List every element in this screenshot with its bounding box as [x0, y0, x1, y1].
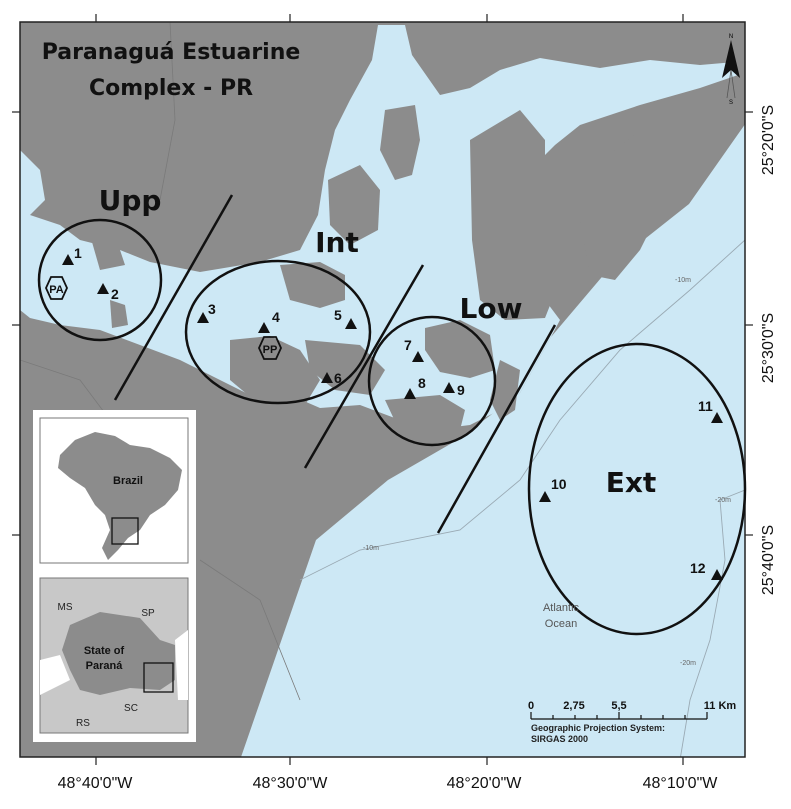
site-label: 6	[334, 370, 342, 386]
svg-text:2,75: 2,75	[563, 700, 584, 712]
x-axis-label: 48°10'0"W	[643, 775, 719, 792]
site-label: 8	[418, 375, 426, 391]
island	[90, 235, 125, 270]
svg-text:0: 0	[528, 700, 534, 712]
brazil-shape	[58, 432, 182, 560]
island	[328, 165, 380, 245]
site-marker-icon	[345, 318, 357, 329]
svg-text:SC: SC	[124, 703, 138, 714]
svg-text:State of: State of	[84, 645, 125, 657]
site-marker-icon	[443, 382, 455, 393]
site-marker-icon	[321, 372, 333, 383]
zone-low-circle	[367, 315, 497, 447]
depth-label: -10m	[675, 277, 691, 284]
parana-shape	[62, 612, 175, 695]
site-label: 10	[551, 476, 567, 492]
y-axis-label: 25°20'0"S	[760, 105, 777, 175]
zone-divider	[436, 324, 557, 534]
island	[110, 300, 128, 328]
zone-label-low: Low	[460, 292, 523, 325]
north-arrow-icon: N S	[722, 34, 740, 106]
zone-divider	[113, 194, 234, 401]
hexagon-icon	[258, 336, 282, 360]
svg-text:11 Km: 11 Km	[704, 700, 737, 712]
svg-text:N: N	[729, 34, 733, 40]
island	[470, 110, 560, 320]
zone-upp-circle	[37, 218, 163, 342]
depth-label: -10m	[363, 545, 379, 552]
island	[385, 395, 465, 432]
svg-text:Geographic Projection System:: Geographic Projection System:	[531, 723, 665, 733]
svg-text:SP: SP	[141, 608, 155, 619]
site-label: 4	[272, 309, 280, 325]
zone-divider	[303, 264, 425, 469]
scale-bar: 0 2,75 5,5 11 Km Geographic Projection S…	[528, 700, 736, 744]
y-axis-label: 25°40'0"S	[760, 525, 777, 595]
ocean-label: Atlantic	[543, 602, 580, 614]
map-title: Paranaguá Estuarine	[42, 40, 301, 65]
hexagon-icon	[45, 276, 68, 300]
svg-text:SIRGAS 2000: SIRGAS 2000	[531, 734, 588, 744]
island	[380, 105, 420, 180]
city-label-pa: PA	[49, 284, 64, 296]
zone-label-ext: Ext	[606, 466, 657, 499]
site-marker-icon	[197, 312, 209, 323]
svg-text:MS: MS	[58, 602, 73, 613]
site-label: 2	[111, 286, 119, 302]
site-marker-icon	[404, 388, 416, 399]
y-axis-label: 25°30'0"S	[760, 313, 777, 383]
site-marker-icon	[62, 254, 74, 265]
site-label: 11	[698, 398, 713, 414]
locator-inset: Brazil MS SP SC RS State of Paraná	[33, 410, 196, 742]
x-axis-label: 48°30'0"W	[253, 775, 329, 792]
island	[230, 336, 320, 405]
ocean	[241, 124, 745, 757]
zone-int-circle	[184, 259, 372, 405]
site-marker-icon	[539, 491, 551, 502]
depth-contours	[299, 239, 745, 757]
svg-text:S: S	[729, 100, 733, 106]
city-label-pp: PP	[263, 344, 278, 356]
site-marker-icon	[97, 283, 109, 294]
site-label: 5	[334, 307, 342, 323]
zone-label-upp: Upp	[99, 184, 162, 217]
site-label: 1	[74, 245, 82, 261]
site-marker-icon	[258, 322, 270, 333]
map-frame	[19, 21, 746, 758]
depth-label: -20m	[715, 497, 731, 504]
map-title: Complex - PR	[89, 76, 253, 101]
depth-label: -20m	[680, 660, 696, 667]
svg-text:5,5: 5,5	[611, 700, 626, 712]
site-marker-icon	[711, 412, 723, 423]
zone-label-int: Int	[315, 226, 359, 259]
zone-ext-circle	[527, 342, 747, 636]
svg-text:Paraná: Paraná	[86, 660, 124, 672]
inset-country-label: Brazil	[113, 475, 143, 487]
site-label: 7	[404, 337, 412, 353]
svg-text:RS: RS	[76, 718, 90, 729]
x-axis-label: 48°40'0"W	[58, 775, 134, 792]
site-label: 12	[690, 560, 706, 576]
site-label: 9	[457, 382, 465, 398]
island	[425, 320, 495, 378]
estuary-water	[20, 25, 738, 430]
island	[580, 100, 720, 280]
site-marker-icon	[412, 351, 424, 362]
sampling-sites	[62, 254, 723, 580]
site-label: 3	[208, 301, 216, 317]
ocean-label: Ocean	[545, 618, 577, 630]
x-axis-label: 48°20'0"W	[447, 775, 523, 792]
island	[490, 360, 520, 420]
site-marker-icon	[711, 569, 723, 580]
